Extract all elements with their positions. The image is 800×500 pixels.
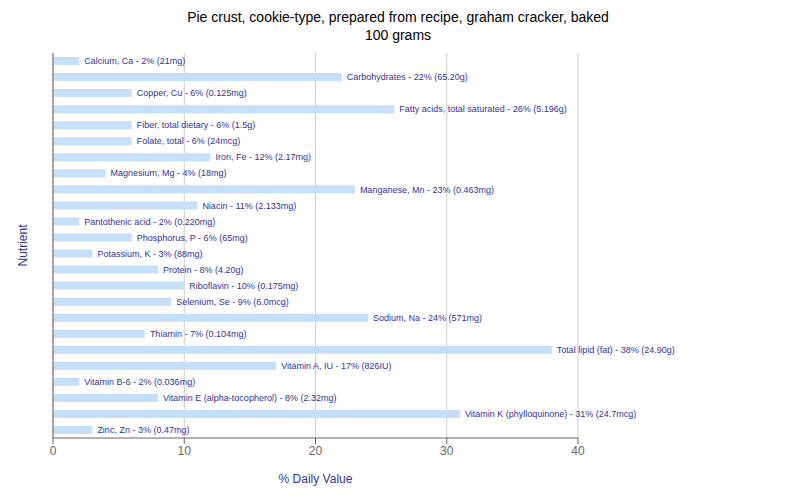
svg-text:0: 0	[50, 444, 57, 458]
svg-text:Phosphorus, P - 6% (65mg): Phosphorus, P - 6% (65mg)	[137, 233, 248, 243]
svg-text:Folate, total - 6% (24mcg): Folate, total - 6% (24mcg)	[137, 136, 241, 146]
svg-text:Fatty acids, total saturated -: Fatty acids, total saturated - 26% (5.19…	[399, 104, 567, 114]
svg-text:Pantothenic acid - 2% (0.220mg: Pantothenic acid - 2% (0.220mg)	[84, 217, 215, 227]
svg-text:Calcium, Ca - 2% (21mg): Calcium, Ca - 2% (21mg)	[84, 56, 185, 66]
svg-text:40: 40	[571, 444, 585, 458]
svg-text:Sodium, Na - 24% (571mg): Sodium, Na - 24% (571mg)	[373, 313, 482, 323]
svg-text:Copper, Cu - 6% (0.125mg): Copper, Cu - 6% (0.125mg)	[137, 88, 247, 98]
svg-text:Vitamin A, IU - 17% (826IU): Vitamin A, IU - 17% (826IU)	[281, 361, 391, 371]
svg-text:30: 30	[440, 444, 454, 458]
svg-text:10: 10	[178, 444, 192, 458]
html-text:100 grams: 100 grams	[364, 27, 432, 43]
svg-text:Nutrient: Nutrient	[16, 224, 30, 267]
svg-text:Protein - 8% (4.20g): Protein - 8% (4.20g)	[163, 265, 244, 275]
svg-text:Vitamin E (alpha-tocopherol) -: Vitamin E (alpha-tocopherol) - 8% (2.32m…	[163, 393, 336, 403]
svg-text:Total lipid (fat) - 38% (24.90: Total lipid (fat) - 38% (24.90g)	[557, 345, 675, 355]
svg-text:Vitamin B-6 - 2% (0.036mg): Vitamin B-6 - 2% (0.036mg)	[84, 377, 195, 387]
svg-text:20: 20	[309, 444, 323, 458]
svg-text:Potassium, K - 3% (88mg): Potassium, K - 3% (88mg)	[97, 249, 202, 259]
svg-text:Zinc, Zn - 3% (0.47mg): Zinc, Zn - 3% (0.47mg)	[97, 425, 189, 435]
svg-text:Magnesium, Mg - 4% (18mg): Magnesium, Mg - 4% (18mg)	[111, 168, 227, 178]
svg-text:Vitamin K (phylloquinone) - 31: Vitamin K (phylloquinone) - 31% (24.7mcg…	[465, 409, 636, 419]
svg-text:Fiber, total dietary - 6% (1.5: Fiber, total dietary - 6% (1.5g)	[137, 120, 256, 130]
html-text:Pie crust, cookie-type, prepar: Pie crust, cookie-type, prepared from re…	[187, 9, 609, 25]
svg-text:Iron, Fe - 12% (2.17mg): Iron, Fe - 12% (2.17mg)	[216, 152, 312, 162]
svg-text:Riboflavin - 10% (0.175mg): Riboflavin - 10% (0.175mg)	[189, 281, 298, 291]
svg-text:Manganese, Mn - 23% (0.463mg): Manganese, Mn - 23% (0.463mg)	[360, 185, 494, 195]
svg-text:Thiamin - 7% (0.104mg): Thiamin - 7% (0.104mg)	[150, 329, 247, 339]
svg-text:Niacin - 11% (2.133mg): Niacin - 11% (2.133mg)	[202, 201, 296, 211]
svg-text:Selenium, Se - 9% (6.0mcg): Selenium, Se - 9% (6.0mcg)	[176, 297, 289, 307]
svg-text:% Daily Value: % Daily Value	[279, 472, 353, 486]
svg-text:Carbohydrates - 22% (65.20g): Carbohydrates - 22% (65.20g)	[347, 72, 468, 82]
